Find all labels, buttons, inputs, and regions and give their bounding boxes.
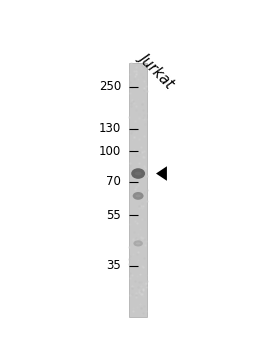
Polygon shape: [156, 166, 167, 181]
Text: 130: 130: [99, 122, 121, 135]
Ellipse shape: [135, 172, 142, 175]
Text: 100: 100: [99, 145, 121, 158]
Text: 55: 55: [106, 209, 121, 222]
Text: 70: 70: [106, 175, 121, 188]
Text: 35: 35: [106, 259, 121, 272]
Bar: [129, 63, 147, 318]
Ellipse shape: [136, 242, 141, 245]
Text: 250: 250: [99, 80, 121, 93]
Ellipse shape: [135, 195, 141, 197]
Ellipse shape: [133, 240, 143, 246]
Ellipse shape: [131, 168, 145, 179]
Text: Jurkat: Jurkat: [136, 50, 177, 91]
Ellipse shape: [133, 192, 144, 200]
